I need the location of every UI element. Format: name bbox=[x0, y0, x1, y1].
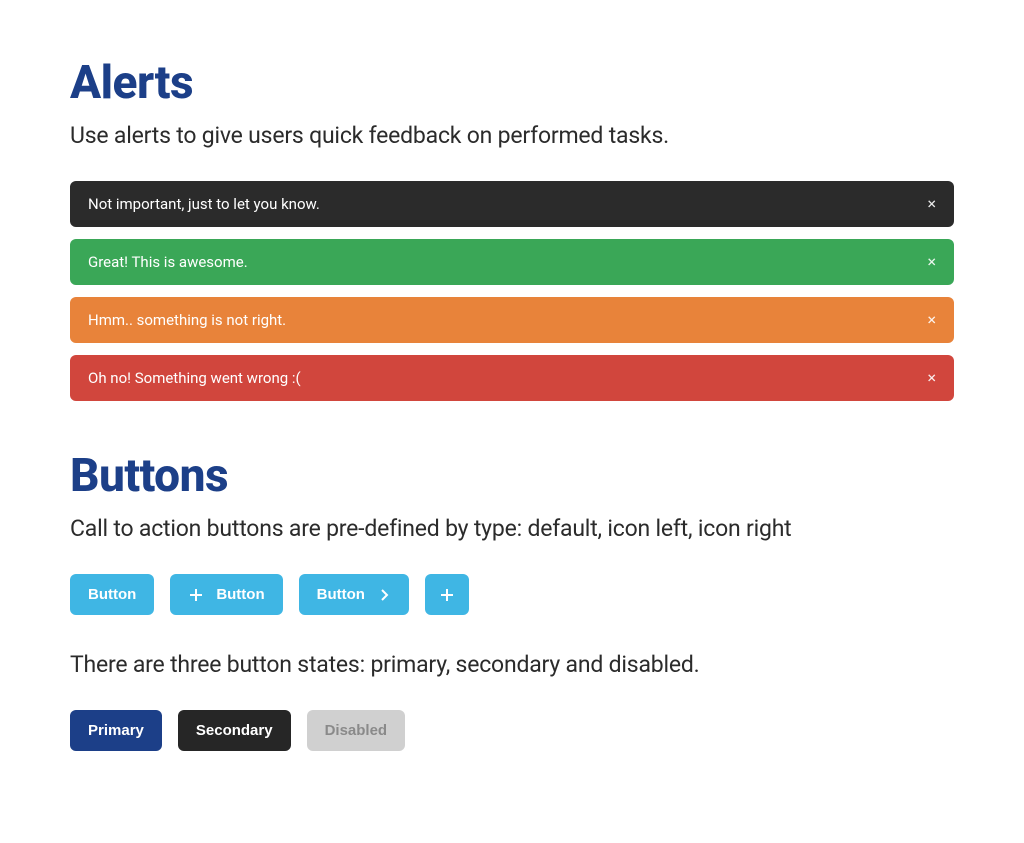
alert-text: Hmm.. something is not right. bbox=[88, 311, 286, 329]
alert-success: Great! This is awesome. × bbox=[70, 239, 954, 285]
close-icon[interactable]: × bbox=[927, 312, 936, 328]
button-states-intro: There are three button states: primary, … bbox=[70, 651, 954, 678]
buttons-subtitle: Call to action buttons are pre-defined b… bbox=[70, 515, 954, 542]
button-label: Button bbox=[317, 586, 365, 603]
buttons-heading: Buttons bbox=[70, 449, 954, 503]
primary-button[interactable]: Primary bbox=[70, 710, 162, 751]
alert-error: Oh no! Something went wrong :( × bbox=[70, 355, 954, 401]
button-label: Button bbox=[216, 586, 264, 603]
close-icon[interactable]: × bbox=[927, 370, 936, 386]
plus-icon bbox=[439, 587, 455, 603]
button-label: Secondary bbox=[196, 722, 273, 739]
alerts-heading: Alerts bbox=[70, 56, 954, 110]
alerts-subtitle: Use alerts to give users quick feedback … bbox=[70, 122, 954, 149]
icon-left-button[interactable]: Button bbox=[170, 574, 282, 615]
disabled-button: Disabled bbox=[307, 710, 406, 751]
icon-right-button[interactable]: Button bbox=[299, 574, 409, 615]
button-label: Button bbox=[88, 586, 136, 603]
alert-text: Not important, just to let you know. bbox=[88, 195, 320, 213]
chevron-right-icon bbox=[377, 588, 391, 602]
button-types-row: Button Button Button bbox=[70, 574, 954, 615]
alert-default: Not important, just to let you know. × bbox=[70, 181, 954, 227]
alert-text: Oh no! Something went wrong :( bbox=[88, 369, 301, 387]
alerts-list: Not important, just to let you know. × G… bbox=[70, 181, 954, 401]
alert-warning: Hmm.. something is not right. × bbox=[70, 297, 954, 343]
button-states-row: Primary Secondary Disabled bbox=[70, 710, 954, 751]
secondary-button[interactable]: Secondary bbox=[178, 710, 291, 751]
close-icon[interactable]: × bbox=[927, 196, 936, 212]
button-label: Disabled bbox=[325, 722, 388, 739]
icon-only-button[interactable] bbox=[425, 574, 469, 615]
close-icon[interactable]: × bbox=[927, 254, 936, 270]
default-button[interactable]: Button bbox=[70, 574, 154, 615]
plus-icon bbox=[188, 587, 204, 603]
alert-text: Great! This is awesome. bbox=[88, 253, 248, 271]
button-label: Primary bbox=[88, 722, 144, 739]
